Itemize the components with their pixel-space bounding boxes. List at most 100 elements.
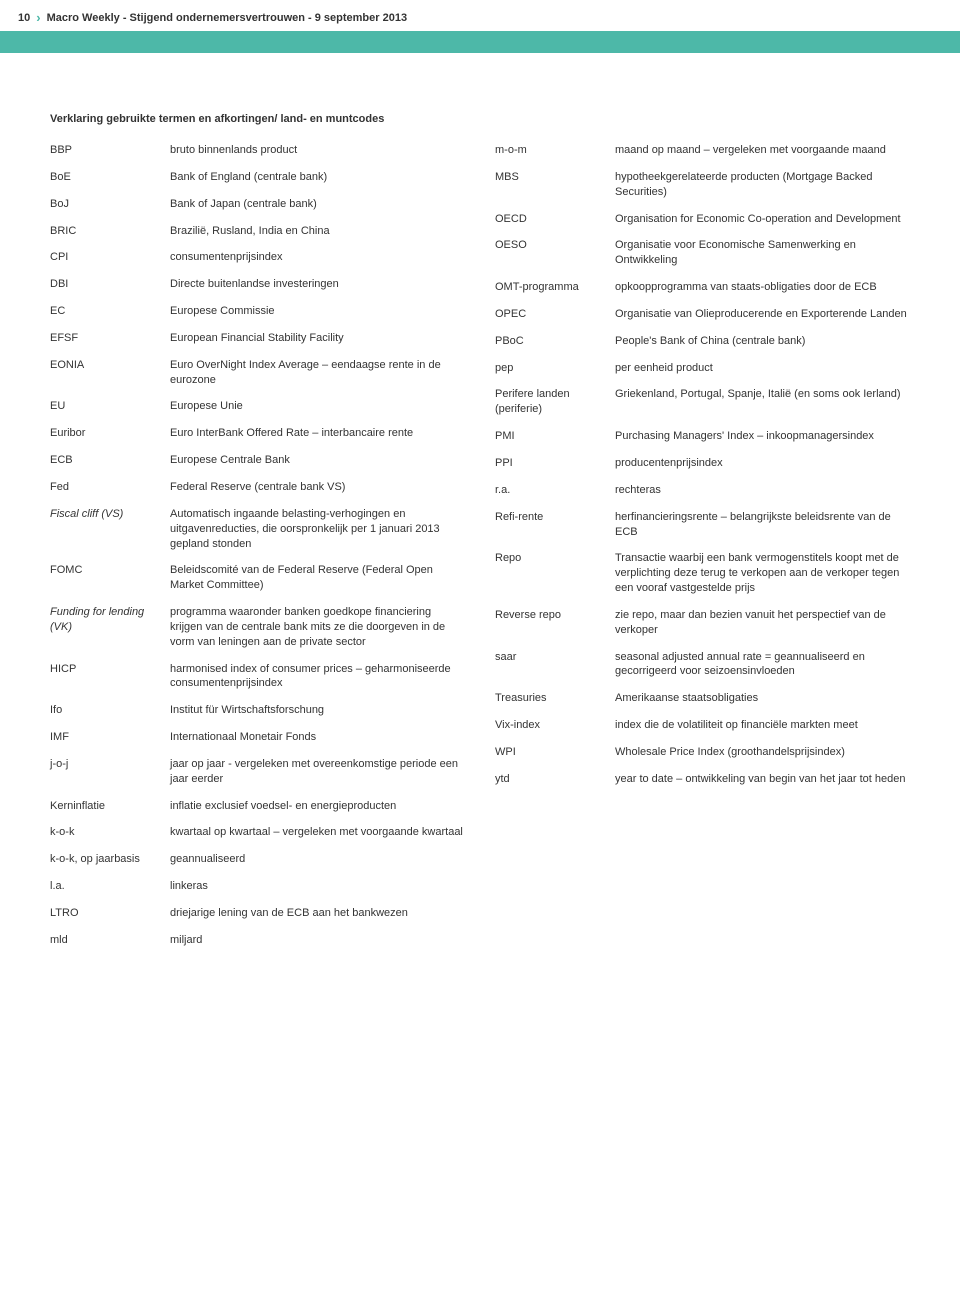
glossary-definition: Amerikaanse staatsobligaties (615, 691, 910, 706)
glossary-row: CPIconsumentenprijsindex (50, 250, 465, 265)
teal-divider (0, 31, 960, 53)
glossary-term: Euribor (50, 426, 170, 441)
glossary-term: WPI (495, 745, 615, 760)
glossary-term: Ifo (50, 703, 170, 718)
glossary-term: Funding for lending (VK) (50, 605, 170, 650)
glossary-term: mld (50, 933, 170, 948)
glossary-term: PBoC (495, 334, 615, 349)
glossary-row: PPIproducentenprijsindex (495, 456, 910, 471)
glossary-term: k-o-k (50, 825, 170, 840)
glossary-row: saarseasonal adjusted annual rate = gean… (495, 650, 910, 680)
glossary-term: OESO (495, 238, 615, 268)
glossary-row: k-o-kkwartaal op kwartaal – vergeleken m… (50, 825, 465, 840)
glossary-term: OMT-programma (495, 280, 615, 295)
glossary-definition: Organisatie van Olieproducerende en Expo… (615, 307, 910, 322)
glossary-definition: index die de volatiliteit op financiële … (615, 718, 910, 733)
glossary-row: l.a.linkeras (50, 879, 465, 894)
glossary-row: EUEuropese Unie (50, 399, 465, 414)
glossary-definition: opkoopprogramma van staats-obligaties do… (615, 280, 910, 295)
glossary-term: Fiscal cliff (VS) (50, 507, 170, 552)
glossary-definition: hypotheekgerelateerde producten (Mortgag… (615, 170, 910, 200)
glossary-definition: programma waaronder banken goedkope fina… (170, 605, 465, 650)
glossary-definition: maand op maand – vergeleken met voorgaan… (615, 143, 910, 158)
glossary-row: OESOOrganisatie voor Economische Samenwe… (495, 238, 910, 268)
glossary-row: MBShypotheekgerelateerde producten (Mort… (495, 170, 910, 200)
glossary-definition: linkeras (170, 879, 465, 894)
glossary-definition: Euro InterBank Offered Rate – interbanca… (170, 426, 465, 441)
main-content: Verklaring gebruikte termen en afkorting… (0, 53, 960, 990)
glossary-row: ECBEuropese Centrale Bank (50, 453, 465, 468)
page-number: 10 (18, 12, 30, 24)
glossary-term: Perifere landen (periferie) (495, 387, 615, 417)
glossary-term: k-o-k, op jaarbasis (50, 852, 170, 867)
glossary-term: Treasuries (495, 691, 615, 706)
glossary-term: HICP (50, 662, 170, 692)
glossary-definition: per eenheid product (615, 361, 910, 376)
glossary-right-column: m-o-mmaand op maand – vergeleken met voo… (495, 143, 910, 960)
glossary-row: BBPbruto binnenlands product (50, 143, 465, 158)
glossary-row: r.a.rechteras (495, 483, 910, 498)
glossary-definition: Brazilië, Rusland, India en China (170, 224, 465, 239)
glossary-row: RepoTransactie waarbij een bank vermogen… (495, 551, 910, 596)
glossary-definition: Bank of Japan (centrale bank) (170, 197, 465, 212)
glossary-columns: BBPbruto binnenlands product BoEBank of E… (50, 143, 910, 960)
glossary-term: EFSF (50, 331, 170, 346)
glossary-definition: European Financial Stability Facility (170, 331, 465, 346)
glossary-row: OMT-programmaopkoopprogramma van staats-… (495, 280, 910, 295)
glossary-definition: zie repo, maar dan bezien vanuit het per… (615, 608, 910, 638)
glossary-term: OECD (495, 212, 615, 227)
glossary-row: LTROdriejarige lening van de ECB aan het… (50, 906, 465, 921)
glossary-definition: People's Bank of China (centrale bank) (615, 334, 910, 349)
glossary-row: Reverse repozie repo, maar dan bezien va… (495, 608, 910, 638)
glossary-row: IfoInstitut für Wirtschaftsforschung (50, 703, 465, 718)
glossary-row: PBoCPeople's Bank of China (centrale ban… (495, 334, 910, 349)
glossary-definition: Internationaal Monetair Fonds (170, 730, 465, 745)
glossary-term: Reverse repo (495, 608, 615, 638)
glossary-row: PMIPurchasing Managers' Index – inkoopma… (495, 429, 910, 444)
glossary-row: IMFInternationaal Monetair Fonds (50, 730, 465, 745)
glossary-term: BRIC (50, 224, 170, 239)
glossary-row: WPIWholesale Price Index (groothandelspr… (495, 745, 910, 760)
glossary-row: pepper eenheid product (495, 361, 910, 376)
glossary-definition: miljard (170, 933, 465, 948)
glossary-term: BoJ (50, 197, 170, 212)
glossary-definition: bruto binnenlands product (170, 143, 465, 158)
glossary-row: Kerninflatieinflatie exclusief voedsel- … (50, 799, 465, 814)
glossary-definition: Federal Reserve (centrale bank VS) (170, 480, 465, 495)
glossary-definition: Automatisch ingaande belasting-verhoging… (170, 507, 465, 552)
glossary-term: j-o-j (50, 757, 170, 787)
glossary-row: ECEuropese Commissie (50, 304, 465, 319)
glossary-definition: year to date – ontwikkeling van begin va… (615, 772, 910, 787)
glossary-term: MBS (495, 170, 615, 200)
glossary-left-column: BBPbruto binnenlands product BoEBank of E… (50, 143, 465, 960)
glossary-term: Fed (50, 480, 170, 495)
glossary-definition: Beleidscomité van de Federal Reserve (Fe… (170, 563, 465, 593)
glossary-row: OECDOrganisation for Economic Co-operati… (495, 212, 910, 227)
glossary-row: BoEBank of England (centrale bank) (50, 170, 465, 185)
glossary-row: k-o-k, op jaarbasisgeannualiseerd (50, 852, 465, 867)
glossary-definition: seasonal adjusted annual rate = geannual… (615, 650, 910, 680)
glossary-definition: Wholesale Price Index (groothandelsprijs… (615, 745, 910, 760)
glossary-term: FOMC (50, 563, 170, 593)
glossary-row: FOMCBeleidscomité van de Federal Reserve… (50, 563, 465, 593)
glossary-definition: inflatie exclusief voedsel- en energiepr… (170, 799, 465, 814)
glossary-definition: Transactie waarbij een bank vermogenstit… (615, 551, 910, 596)
glossary-term: Kerninflatie (50, 799, 170, 814)
glossary-row: Refi-renteherfinancieringsrente – belang… (495, 510, 910, 540)
glossary-definition: Griekenland, Portugal, Spanje, Italië (e… (615, 387, 910, 417)
glossary-definition: Europese Centrale Bank (170, 453, 465, 468)
glossary-definition: herfinancieringsrente – belangrijkste be… (615, 510, 910, 540)
chevron-right-icon: › (36, 10, 40, 25)
glossary-term: ECB (50, 453, 170, 468)
glossary-term: Vix-index (495, 718, 615, 733)
glossary-term: EC (50, 304, 170, 319)
glossary-definition: rechteras (615, 483, 910, 498)
glossary-row: FedFederal Reserve (centrale bank VS) (50, 480, 465, 495)
glossary-definition: Organisatie voor Economische Samenwerkin… (615, 238, 910, 268)
glossary-row: m-o-mmaand op maand – vergeleken met voo… (495, 143, 910, 158)
glossary-row: EONIAEuro OverNight Index Average – eend… (50, 358, 465, 388)
glossary-term: l.a. (50, 879, 170, 894)
glossary-row: TreasuriesAmerikaanse staatsobligaties (495, 691, 910, 706)
glossary-row: EuriborEuro InterBank Offered Rate – int… (50, 426, 465, 441)
glossary-row: Perifere landen (periferie)Griekenland, … (495, 387, 910, 417)
